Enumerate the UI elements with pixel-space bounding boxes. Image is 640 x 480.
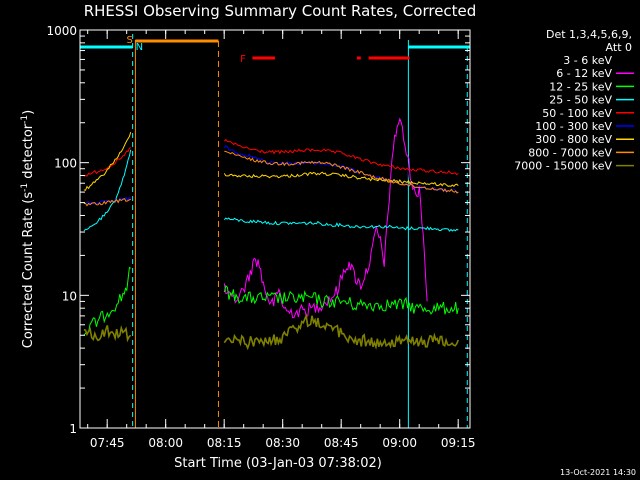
- legend-label-2: 6 - 12 keV: [556, 67, 612, 80]
- x-tick-label-5: 08:45: [324, 436, 359, 450]
- series-5-segment-1: [83, 147, 131, 177]
- y-axis-label: Corrected Count Rate (s-1 detector-1): [20, 110, 36, 348]
- series-7: [83, 131, 459, 191]
- legend-header-line1: Det 1,3,4,5,6,9,: [546, 28, 632, 41]
- x-axis-label: Start Time (03-Jan-03 07:38:02): [174, 456, 382, 471]
- x-tick-labels: 07:45 08:00 08:15 08:30 08:45 09:00 09:15: [90, 436, 476, 450]
- series-layer: [83, 117, 460, 411]
- y-tick-label-3: 100: [54, 157, 77, 171]
- x-tick-label-2: 08:00: [148, 436, 183, 450]
- legend-label-4: 25 - 50 keV: [549, 94, 612, 107]
- series-4-segment-2: [223, 217, 459, 232]
- series-8-segment-1: [83, 197, 131, 207]
- legend-label-3: 12 - 25 keV: [549, 80, 612, 93]
- series-6-segment-2: [223, 145, 459, 194]
- series-4: [83, 149, 459, 232]
- series-7-segment-2: [223, 171, 459, 188]
- x-tick-label-1: 07:45: [90, 436, 125, 450]
- series-8: [83, 150, 459, 207]
- legend-label-8: 800 - 7000 keV: [528, 146, 612, 159]
- series-5-segment-2: [223, 138, 459, 176]
- plot-frame: [79, 29, 471, 429]
- series-1-segment-2: [223, 125, 420, 330]
- x-tick-label-3: 08:15: [207, 436, 242, 450]
- series-9-segment-2: [223, 312, 460, 351]
- timestamp: 13-Oct-2021 14:30: [560, 468, 636, 477]
- chart-title: RHESSI Observing Summary Count Rates, Co…: [84, 2, 477, 20]
- legend-label-7: 300 - 800 keV: [535, 133, 612, 146]
- series-1: [110, 125, 420, 411]
- series-3: [83, 266, 459, 336]
- x-tick-label-6: 09:00: [382, 436, 417, 450]
- series-6: [83, 145, 459, 206]
- series-2-segment-1: [223, 117, 428, 319]
- legend-label-5: 50 - 100 keV: [542, 107, 612, 120]
- plot-area: SN F: [79, 29, 471, 429]
- legend-label-1: 3 - 6 keV: [563, 54, 612, 67]
- y-tick-label-4: 1000: [46, 24, 77, 38]
- legend-label-9: 7000 - 15000 keV: [514, 160, 612, 173]
- series-8-segment-2: [224, 150, 459, 194]
- series-3-segment-1: [83, 266, 131, 336]
- x-tick-label-4: 08:30: [265, 436, 300, 450]
- series-6-segment-1: [83, 196, 131, 206]
- series-2: [223, 117, 428, 319]
- series-9: [83, 312, 460, 351]
- flare-label: F: [240, 54, 246, 65]
- y-tick-label-2: 10: [62, 289, 77, 303]
- series-3-segment-2: [223, 284, 459, 315]
- annotation-layer: SN F: [80, 34, 470, 428]
- y-tick-label-1: 1: [69, 422, 77, 436]
- series-1-segment-1: [110, 383, 132, 411]
- y-tick-labels: 1 10 100 1000: [46, 24, 77, 436]
- series-5: [83, 138, 459, 177]
- night-label: N: [136, 42, 143, 53]
- saa-label: S: [126, 35, 132, 46]
- axis-ticks: [80, 29, 470, 429]
- series-4-segment-1: [83, 149, 132, 232]
- legend-label-6: 100 - 300 keV: [535, 120, 612, 133]
- legend-header-line2: Att 0: [606, 41, 632, 54]
- series-9-segment-1: [83, 325, 132, 343]
- x-tick-label-7: 09:15: [441, 436, 476, 450]
- series-7-segment-1: [83, 131, 132, 191]
